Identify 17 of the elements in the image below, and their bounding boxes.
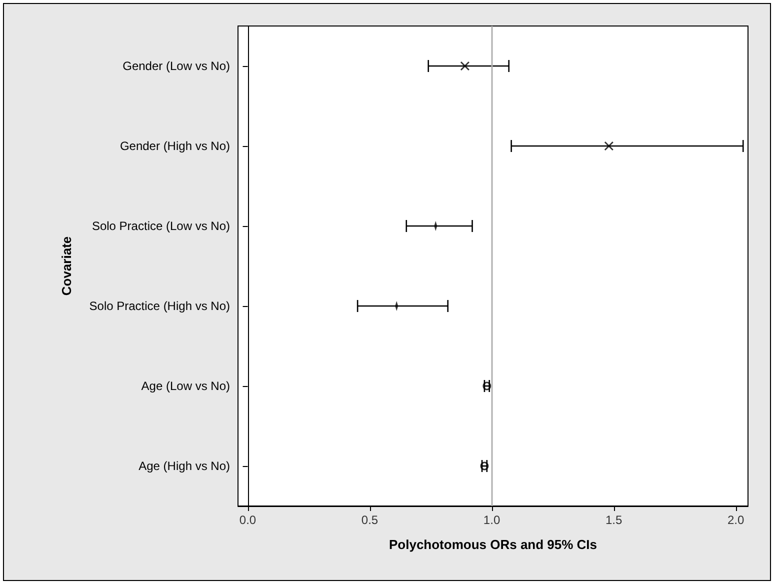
point xyxy=(480,462,489,470)
y-tick-label: Solo Practice (High vs No) xyxy=(89,299,230,313)
x-tick-label: 0.0 xyxy=(239,513,256,527)
x-tick-label: 1.5 xyxy=(605,513,622,527)
x-tick-label: 2.0 xyxy=(727,513,744,527)
x-tick-label: 1.0 xyxy=(483,513,500,527)
point xyxy=(604,141,614,151)
y-tick-label: Age (High vs No) xyxy=(138,459,230,473)
x-axis-title: Polychotomous ORs and 95% CIs xyxy=(388,537,598,552)
y-tick-label: Age (Low vs No) xyxy=(141,379,230,393)
y-axis-title: Covariate xyxy=(59,236,74,296)
y-tick-label: Gender (High vs No) xyxy=(120,139,230,153)
point xyxy=(482,382,492,390)
x-tick-label: 0.5 xyxy=(361,513,378,527)
y-tick-label: Solo Practice (Low vs No) xyxy=(92,219,230,233)
y-tick-label: Gender (Low vs No) xyxy=(122,59,230,73)
point xyxy=(460,61,470,71)
